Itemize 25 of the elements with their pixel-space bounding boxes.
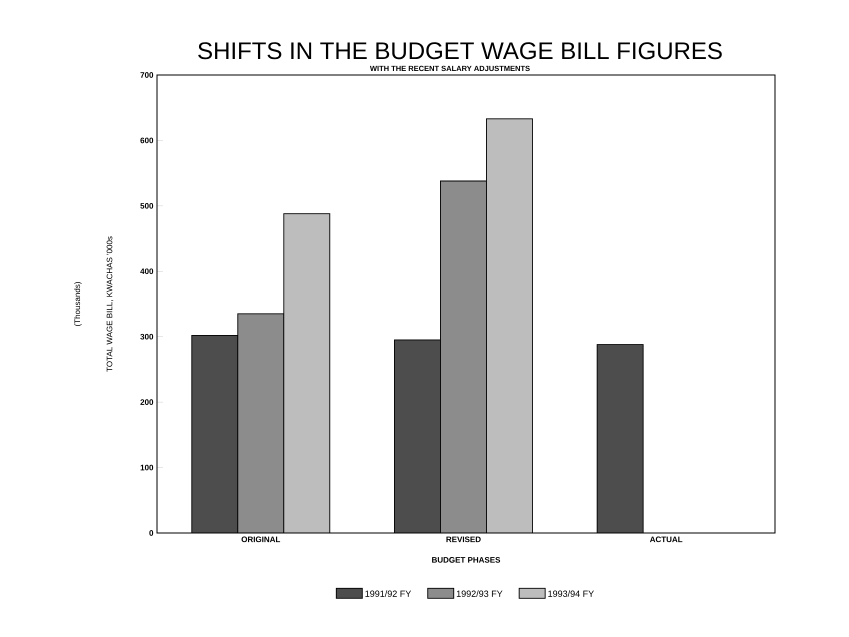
y-tick-label: 200 xyxy=(140,399,154,405)
y-tick-label: 700 xyxy=(140,72,154,78)
bar xyxy=(394,340,441,533)
bar xyxy=(440,180,487,533)
x-axis-title: BUDGET PHASES xyxy=(432,557,500,563)
chart-title: SHIFTS IN THE BUDGET WAGE BILL FIGURES xyxy=(198,42,722,60)
bar xyxy=(237,313,284,533)
y-tick-label: 100 xyxy=(140,464,154,470)
y-axis-title: TOTAL WAGE BILL, KWACHAS '000s xyxy=(106,236,114,372)
y-tick-label: 0 xyxy=(149,530,154,536)
bar xyxy=(596,344,644,533)
bar xyxy=(486,118,533,533)
text: (Thousands) xyxy=(74,282,82,326)
y-tick-label: 300 xyxy=(140,334,154,340)
x-tick-label: REVISED xyxy=(446,536,481,542)
x-tick-label: ORIGINAL xyxy=(242,536,280,542)
legend-label: 1993/94 FY xyxy=(548,590,594,597)
y-tick-label: 600 xyxy=(140,138,154,144)
bar xyxy=(283,213,330,533)
x-tick-label: ACTUAL xyxy=(650,536,682,542)
y-tick-label: 400 xyxy=(140,268,154,274)
legend-label: 1991/92 FY xyxy=(365,590,412,597)
bar xyxy=(191,334,238,533)
y-tick-label: 500 xyxy=(140,203,154,209)
legend-label: 1992/93 FY xyxy=(456,590,503,597)
